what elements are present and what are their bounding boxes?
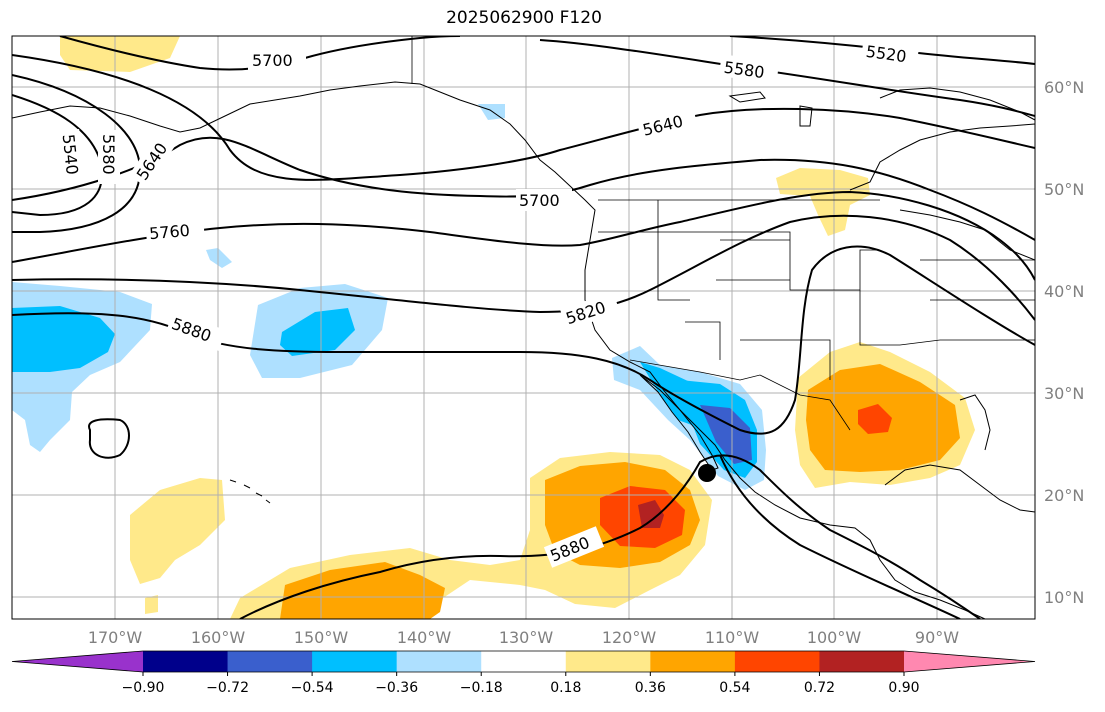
lat-label: 20°N <box>1044 486 1084 505</box>
colorbar-tick-label: 0.90 <box>888 680 919 696</box>
colorbar-segment <box>650 651 736 672</box>
latitude-labels: 60°N 50°N 40°N 30°N 20°N 10°N <box>1044 78 1084 607</box>
lon-label: 100°W <box>807 628 862 647</box>
map-title: 2025062900 F120 <box>446 8 602 28</box>
contour-label: 5760 <box>148 221 190 243</box>
colorbar-tick-label: 0.54 <box>719 680 750 696</box>
lon-label: 90°W <box>915 628 959 647</box>
colorbar-tick-label: −0.36 <box>375 680 418 696</box>
colorbar-segment <box>396 651 482 672</box>
colorbar-extend-low <box>12 651 143 672</box>
contour-label: 5700 <box>519 191 560 210</box>
colorbar-tick-label: −0.72 <box>206 680 249 696</box>
storm-center-marker <box>698 464 716 482</box>
positive-anomaly-fill <box>60 36 975 619</box>
contour-label: 5700 <box>252 51 293 70</box>
colorbar-tick-label: −0.90 <box>122 680 165 696</box>
map-frame <box>11 35 1036 620</box>
colorbar-tick-label: −0.18 <box>460 680 503 696</box>
lat-label: 40°N <box>1044 282 1084 301</box>
lon-label: 130°W <box>499 628 554 647</box>
contour-label: 5540 <box>59 133 82 175</box>
longitude-labels: 170°W 160°W 150°W 140°W 130°W 120°W 110°… <box>88 628 959 647</box>
lon-label: 140°W <box>397 628 452 647</box>
colorbar-extend-high <box>904 651 1035 672</box>
colorbar-segment <box>312 651 398 672</box>
colorbar-tick-label: 0.36 <box>635 680 666 696</box>
lon-label: 170°W <box>88 628 143 647</box>
colorbar-segment <box>481 651 567 672</box>
borders <box>411 36 1035 431</box>
colorbar-tick-label: 0.18 <box>550 680 581 696</box>
negative-anomaly-fill <box>12 104 766 490</box>
lon-label: 160°W <box>191 628 246 647</box>
colorbar-segment <box>819 651 905 672</box>
colorbar: −0.90 −0.72 −0.54 −0.36 −0.18 0.18 0.36 0.54 0.7… <box>11 650 1036 696</box>
colorbar-segment <box>143 651 229 672</box>
lat-label: 60°N <box>1044 78 1084 97</box>
colorbar-segment <box>734 651 820 672</box>
colorbar-segment <box>565 651 651 672</box>
lon-label: 150°W <box>294 628 349 647</box>
colorbar-tick-label: −0.54 <box>291 680 334 696</box>
contour-label: 5580 <box>99 134 118 175</box>
colorbar-segment <box>227 651 313 672</box>
lon-label: 120°W <box>602 628 657 647</box>
lat-label: 10°N <box>1044 588 1084 607</box>
lat-label: 30°N <box>1044 384 1084 403</box>
colorbar-tick-label: 0.72 <box>804 680 835 696</box>
lat-label: 50°N <box>1044 180 1084 199</box>
height-contours <box>12 36 1035 619</box>
lon-label: 110°W <box>705 628 760 647</box>
